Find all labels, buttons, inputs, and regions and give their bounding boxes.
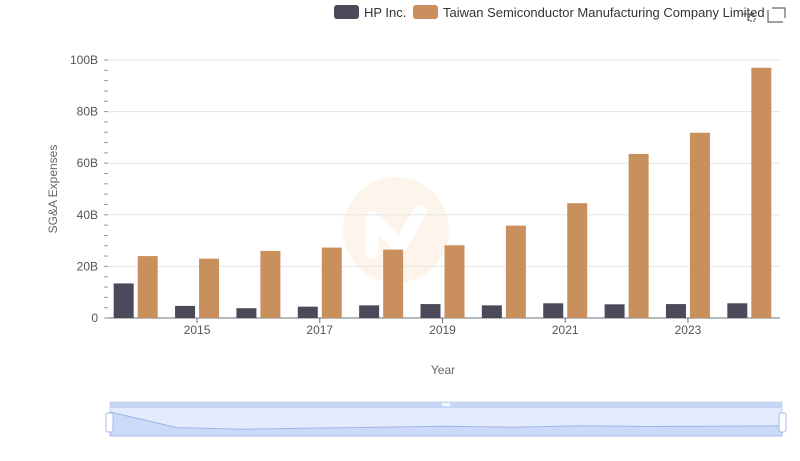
bar-tsmc-2019[interactable] — [444, 245, 465, 318]
zoom-icon[interactable] — [742, 8, 756, 22]
data-zoom-slider[interactable] — [105, 401, 787, 437]
legend-label-tsmc: Taiwan Semiconductor Manufacturing Compa… — [443, 5, 765, 20]
x-tick-label: 2023 — [675, 323, 702, 337]
legend-swatch-tsmc — [413, 5, 438, 19]
bar-tsmc-2020[interactable] — [505, 225, 526, 318]
y-tick-label: 80B — [77, 105, 98, 119]
bar-tsmc-2024[interactable] — [751, 67, 772, 319]
bar-tsmc-2021[interactable] — [567, 203, 588, 318]
bar-hp-2024[interactable] — [727, 303, 748, 318]
legend-label-hp: HP Inc. — [364, 5, 406, 20]
legend-item-tsmc[interactable]: Taiwan Semiconductor Manufacturing Compa… — [413, 5, 765, 20]
restore-icon[interactable] — [767, 7, 786, 23]
bar-hp-2019[interactable] — [420, 304, 441, 318]
bar-tsmc-2016[interactable] — [260, 250, 281, 318]
bar-hp-2023[interactable] — [665, 304, 686, 318]
y-tick-label: 20B — [77, 259, 98, 273]
x-tick-label: 2017 — [306, 323, 333, 337]
y-tick-label: 60B — [77, 156, 98, 170]
x-tick-label: 2019 — [429, 323, 456, 337]
bar-hp-2018[interactable] — [359, 305, 380, 318]
y-tick-label: 100B — [70, 53, 98, 67]
data-zoom-preview — [109, 411, 783, 437]
bar-hp-2015[interactable] — [175, 305, 196, 318]
x-tick-label: 2015 — [184, 323, 211, 337]
bar-tsmc-2023[interactable] — [689, 132, 710, 318]
y-tick-label: 40B — [77, 208, 98, 222]
y-axis: 0 20B 40B 60B 80B 100B — [70, 53, 108, 325]
x-axis-title: Year — [431, 363, 455, 377]
bars — [113, 67, 772, 319]
bar-tsmc-2017[interactable] — [321, 247, 342, 318]
legend-item-hp[interactable]: HP Inc. — [334, 5, 406, 20]
watermark-logo — [343, 177, 449, 283]
x-tick-label: 2021 — [552, 323, 579, 337]
bar-tsmc-2022[interactable] — [628, 153, 649, 318]
data-zoom-move-handle[interactable] — [442, 403, 450, 406]
bar-hp-2014[interactable] — [113, 283, 134, 318]
bar-tsmc-2014[interactable] — [137, 256, 158, 318]
data-zoom-handle-right[interactable] — [778, 412, 787, 433]
data-zoom-handle-left[interactable] — [105, 412, 114, 433]
legend-swatch-hp — [334, 5, 359, 19]
bar-tsmc-2018[interactable] — [383, 249, 404, 318]
legend: HP Inc. Taiwan Semiconductor Manufacturi… — [334, 5, 765, 20]
bar-hp-2016[interactable] — [236, 308, 257, 318]
bar-hp-2021[interactable] — [543, 303, 564, 318]
bar-hp-2017[interactable] — [297, 306, 318, 318]
y-tick-label: 0 — [91, 311, 98, 325]
bar-hp-2020[interactable] — [481, 305, 502, 318]
bar-hp-2022[interactable] — [604, 304, 625, 318]
bar-tsmc-2015[interactable] — [199, 258, 220, 318]
y-axis-title: SG&A Expenses — [46, 145, 60, 234]
x-axis: 2015 2017 2019 2021 2023 — [184, 318, 702, 337]
